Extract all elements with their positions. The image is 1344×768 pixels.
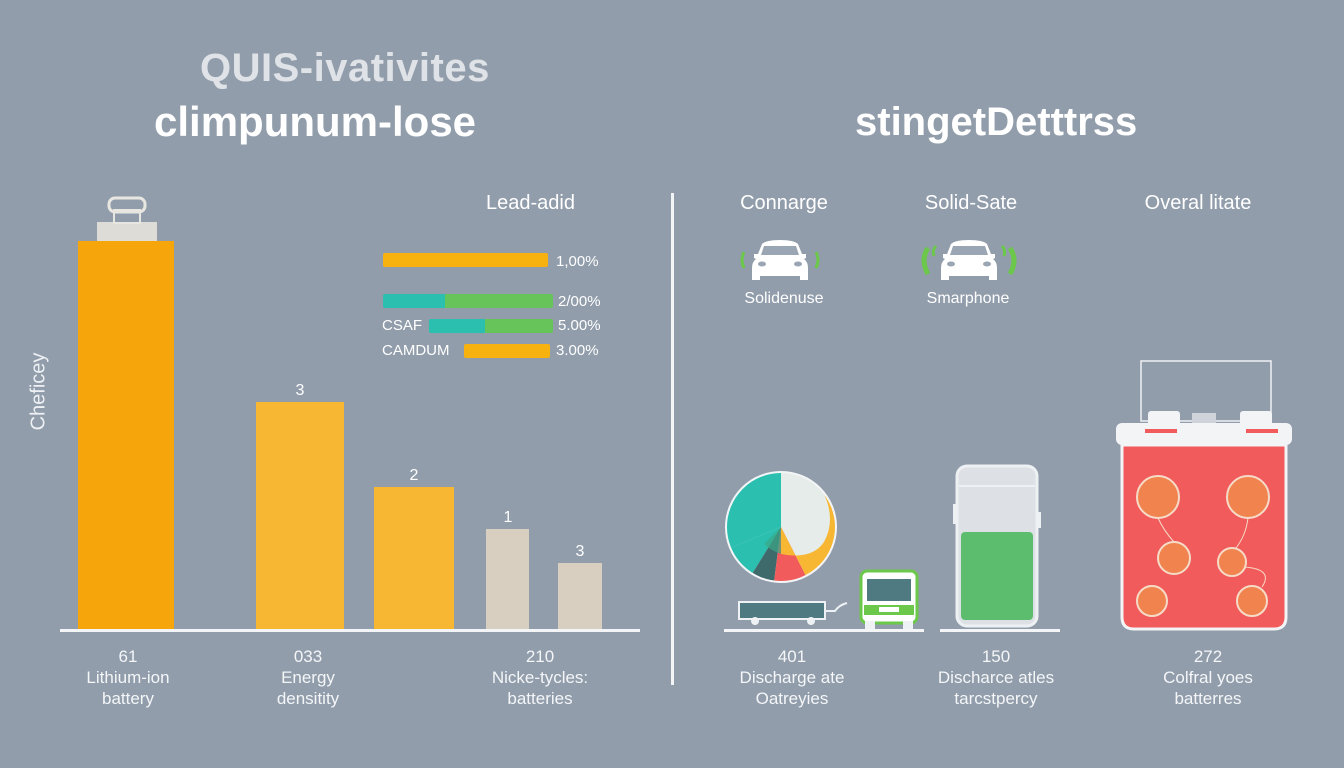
bar-nickel-1 <box>486 529 529 629</box>
chart-title-left: climpunum-lose <box>154 98 477 145</box>
category-value: 033 <box>293 647 323 666</box>
column-heading: Overal litate <box>1144 192 1252 214</box>
hbar-row-2-green <box>445 294 553 308</box>
category-label-lithium: 61 Lithium-ion battery <box>38 646 218 709</box>
icon-caption: Smarphone <box>926 290 1010 307</box>
hbar-value: 1,00% <box>556 253 599 270</box>
hbar-label: CSAF <box>382 317 423 334</box>
category-line2: battery <box>102 689 154 708</box>
column-value: 272 <box>1193 647 1223 666</box>
category-line1: Energy <box>281 668 335 687</box>
category-line2: batteries <box>507 689 573 708</box>
category-value: 210 <box>525 647 555 666</box>
category-line2: densitity <box>276 689 340 708</box>
hbar-row-3-green <box>485 319 553 333</box>
category-line1: Nicke-tycles: <box>491 668 589 687</box>
right-baseline-2 <box>940 629 1060 632</box>
bar-label: 3 <box>295 382 305 399</box>
category-value: 61 <box>118 647 138 666</box>
column-line1: Discharce atles <box>937 668 1055 687</box>
car-icon <box>740 240 820 280</box>
icon-caption: Solidenuse <box>744 290 824 307</box>
car-icon <box>921 240 1017 280</box>
category-label-energy: 033 Energy densitity <box>218 646 398 709</box>
bar-lithium-ion <box>78 241 174 629</box>
category-line1: Lithium-ion <box>86 668 170 687</box>
bar-label: 2 <box>409 467 419 484</box>
battery-cap-icon <box>97 196 157 241</box>
column-value: 150 <box>981 647 1011 666</box>
chart-title-right: stingetDetttrss <box>855 100 1138 144</box>
hbar-row-2-teal <box>383 294 445 308</box>
column-label-discharge-1: 401 Discharge ate Oatreyies <box>702 646 882 709</box>
column-heading: Connarge <box>740 192 828 214</box>
column-line1: Discharge ate <box>739 668 845 687</box>
bar-label: 3 <box>575 543 585 560</box>
column-line2: batterres <box>1174 689 1242 708</box>
panel-divider <box>671 193 674 685</box>
hbar-row-1 <box>383 253 548 267</box>
column-heading: Solid-Sate <box>924 192 1018 214</box>
hbar-value: 5.00% <box>558 317 601 334</box>
category-label-nickel: 210 Nicke-tycles: batteries <box>450 646 630 709</box>
column-label-discharge-2: 150 Discharce atles tarcstpercy <box>906 646 1086 709</box>
bus-trailer-icon <box>738 569 919 629</box>
hbar-row-4 <box>464 344 550 358</box>
smartphone-battery-icon <box>953 464 1041 628</box>
bar-nickel-2 <box>558 563 602 629</box>
hbar-label: CAMDUM <box>382 342 450 359</box>
bar-energy-density-1 <box>256 402 344 629</box>
column-line2: Oatreyies <box>755 689 829 708</box>
legend-title: Lead-adid <box>486 192 575 214</box>
chart-subtitle: QUIS-ivativites <box>200 46 490 90</box>
bar-label: 1 <box>503 509 513 526</box>
battery-cells-icon <box>1116 360 1292 631</box>
column-value: 401 <box>777 647 807 666</box>
y-axis-label: Cheficey <box>27 352 50 431</box>
pie-chart <box>725 471 837 583</box>
hbar-value: 3.00% <box>556 342 599 359</box>
right-baseline-1 <box>724 629 924 632</box>
hbar-row-3-teal <box>429 319 485 333</box>
x-axis-baseline <box>60 629 640 632</box>
column-label-overall: 272 Colfral yoes batterres <box>1118 646 1298 709</box>
column-line2: tarcstpercy <box>954 689 1038 708</box>
column-line1: Colfral yoes <box>1163 668 1253 687</box>
hbar-value: 2/00% <box>558 293 601 310</box>
bar-energy-density-2 <box>374 487 454 629</box>
